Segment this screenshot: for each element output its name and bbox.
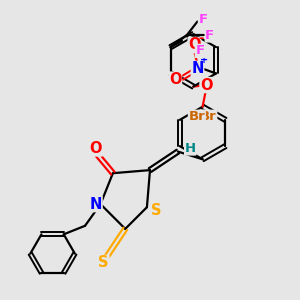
Text: -: - [199,32,204,45]
Text: F: F [198,14,208,26]
Text: S: S [151,203,161,218]
Text: O: O [200,78,212,93]
Text: F: F [205,29,214,42]
Text: H: H [184,142,196,155]
Text: S: S [98,255,109,270]
Text: N: N [191,61,204,76]
Text: Br: Br [200,110,217,123]
Text: N: N [90,196,102,211]
Text: Br: Br [188,110,205,123]
Text: O: O [90,141,102,156]
Text: F: F [195,44,205,57]
Text: O: O [188,38,201,52]
Text: +: + [200,56,208,65]
Text: O: O [169,72,182,87]
